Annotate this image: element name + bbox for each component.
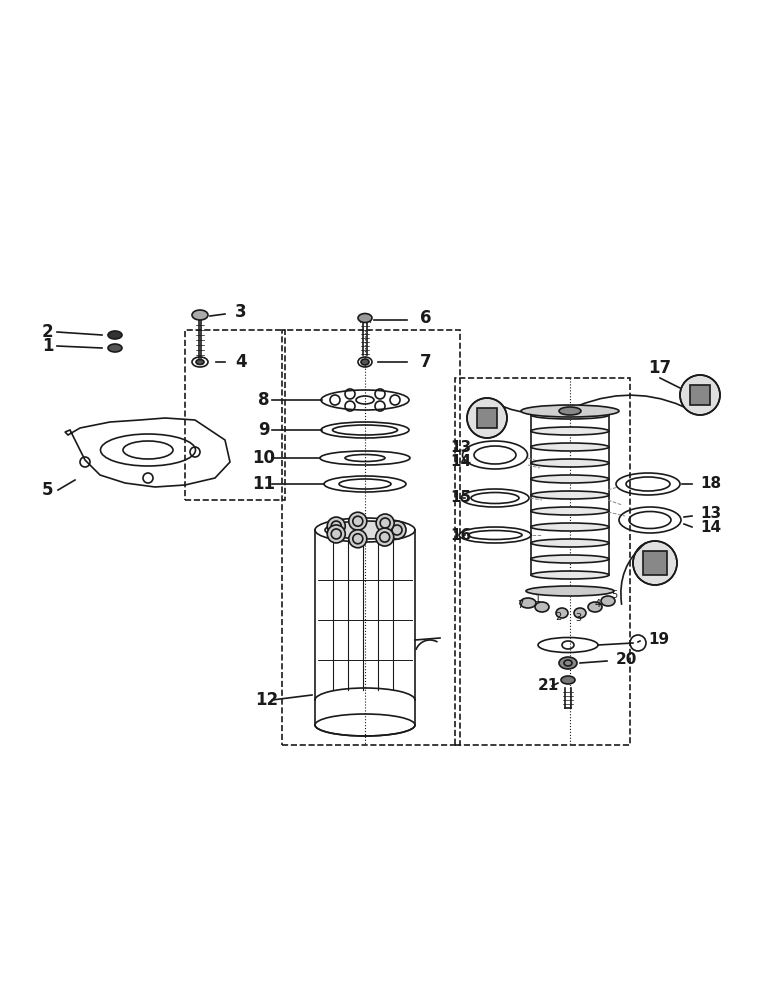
Text: 13: 13 [450,440,471,456]
Ellipse shape [574,608,586,618]
Text: 5: 5 [611,590,617,600]
Ellipse shape [535,602,549,612]
Ellipse shape [559,407,581,415]
Ellipse shape [531,411,609,419]
Bar [477,408,497,428]
Text: 17: 17 [648,359,671,377]
Text: 13: 13 [700,506,721,522]
Circle shape [388,521,406,539]
Text: 7: 7 [420,353,432,371]
Text: 7: 7 [517,600,523,610]
Text: 2: 2 [42,323,53,341]
Ellipse shape [192,310,208,320]
Ellipse shape [556,608,568,618]
Ellipse shape [325,521,405,539]
Circle shape [467,398,507,438]
Text: 3: 3 [575,613,581,623]
Bar [690,385,710,405]
Text: 4: 4 [595,599,601,609]
Text: 6: 6 [420,309,432,327]
Circle shape [680,375,720,415]
Text: 10: 10 [252,449,275,467]
Ellipse shape [521,405,619,417]
Bar [643,551,667,575]
Text: 1: 1 [42,337,53,355]
Ellipse shape [531,555,609,563]
Circle shape [376,514,394,532]
Circle shape [376,528,394,546]
Ellipse shape [531,507,609,515]
FancyArrowPatch shape [577,395,698,414]
Text: 21: 21 [538,678,559,692]
Ellipse shape [531,523,609,531]
Circle shape [349,530,367,548]
Text: 8: 8 [258,391,269,409]
Ellipse shape [108,331,122,339]
Text: 4: 4 [235,353,246,371]
Ellipse shape [588,602,602,612]
Ellipse shape [520,598,536,608]
Text: 1: 1 [535,594,541,604]
Ellipse shape [531,443,609,451]
Ellipse shape [531,475,609,483]
Circle shape [327,525,345,543]
Ellipse shape [601,596,615,606]
Ellipse shape [531,571,609,579]
Ellipse shape [531,459,609,467]
Text: 19: 19 [648,633,669,648]
Bar [282,330,460,745]
Text: 12: 12 [255,691,278,709]
Ellipse shape [559,657,577,669]
Ellipse shape [361,359,369,365]
Ellipse shape [531,491,609,499]
Text: 18: 18 [700,477,721,491]
Text: 9: 9 [258,421,269,439]
Ellipse shape [531,427,609,435]
Ellipse shape [561,676,575,684]
Text: 11: 11 [252,475,275,493]
Ellipse shape [531,539,609,547]
Text: 3: 3 [235,303,246,321]
Ellipse shape [358,314,372,322]
Ellipse shape [108,344,122,352]
Circle shape [633,541,677,585]
Text: 16: 16 [450,528,471,542]
Circle shape [327,517,345,535]
Text: 5: 5 [42,481,53,499]
Bar [455,378,630,745]
Circle shape [349,512,367,530]
Text: 15: 15 [450,490,471,506]
Text: 20: 20 [616,652,638,668]
Text: 2: 2 [555,612,561,622]
Bar [185,330,285,500]
FancyArrowPatch shape [489,399,562,413]
Text: 14: 14 [700,520,721,534]
Ellipse shape [196,360,204,364]
Text: 14: 14 [450,454,471,470]
Ellipse shape [526,586,614,596]
